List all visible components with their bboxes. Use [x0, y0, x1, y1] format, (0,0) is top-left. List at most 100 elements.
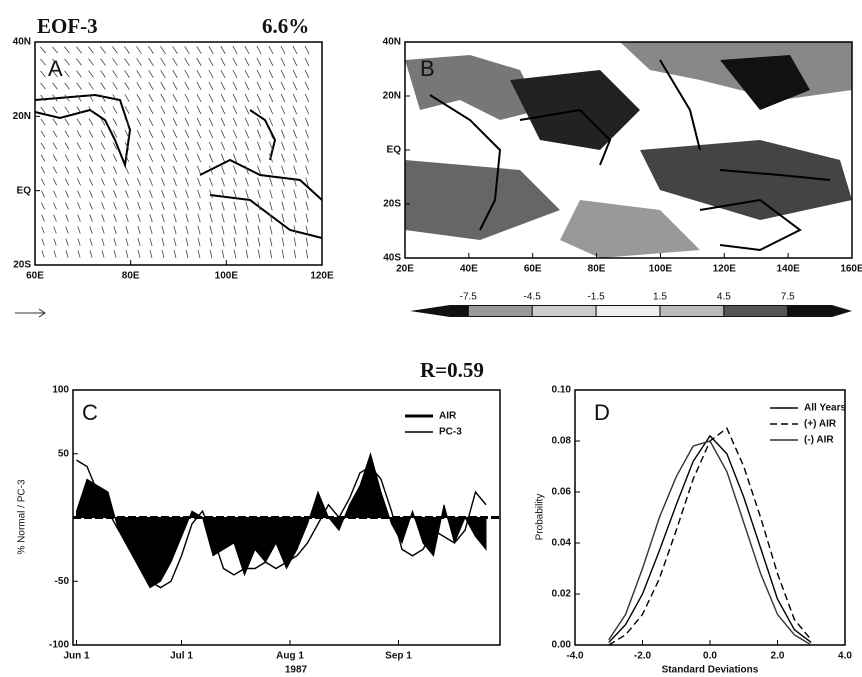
vector-arrow [89, 214, 93, 222]
vector-arrow [149, 201, 153, 211]
x-tick-label: Aug 1 [276, 651, 304, 662]
vector-arrow [136, 58, 142, 66]
vector-arrow [148, 165, 154, 175]
vector-arrow [137, 214, 141, 222]
vector-arrow [161, 201, 165, 211]
vector-arrow [197, 237, 201, 247]
vector-arrow [112, 118, 118, 126]
vector-arrow [136, 166, 142, 174]
x-tick-label: 120E [713, 264, 737, 275]
vector-arrow [124, 94, 130, 102]
vector-arrow [280, 129, 286, 139]
vector-arrow [77, 214, 81, 222]
vector-arrow [88, 118, 94, 126]
vector-arrow [233, 165, 237, 175]
vector-arrow [149, 177, 153, 187]
vector-arrow [88, 46, 94, 54]
vector-arrow [100, 130, 106, 138]
legend-label: (+) AIR [804, 419, 837, 430]
vector-arrow [244, 69, 250, 79]
chart-title: EOF-3 [37, 14, 98, 38]
vector-arrow [221, 225, 225, 235]
vector-arrow [269, 237, 273, 247]
vector-arrow [257, 237, 261, 247]
vector-arrow [124, 46, 130, 54]
vector-arrow [40, 166, 46, 174]
vector-arrow [52, 82, 58, 90]
vector-arrow [64, 46, 70, 54]
x-tick-label: 120E [310, 271, 334, 282]
vector-arrow [41, 202, 45, 210]
vector-arrow [197, 201, 201, 211]
vector-arrow [257, 189, 261, 199]
vector-arrow [52, 142, 58, 150]
vector-arrow [305, 189, 309, 199]
vector-arrow [185, 249, 189, 259]
vector-arrow [281, 165, 285, 175]
colorbar-label: -1.5 [587, 292, 605, 303]
vector-arrow [148, 141, 154, 151]
vector-arrow [76, 130, 82, 138]
vector-arrow [196, 69, 202, 79]
x-tick-label: 20E [396, 264, 414, 275]
vector-arrow [221, 213, 225, 223]
vector-arrow [124, 166, 130, 174]
vector-arrow [232, 141, 238, 151]
vector-arrow [76, 94, 82, 102]
vector-arrow [269, 213, 273, 223]
data-line [76, 459, 487, 589]
vector-arrow [184, 105, 190, 115]
vector-arrow [160, 57, 166, 67]
vector-arrow [257, 249, 261, 259]
vector-arrow [53, 250, 57, 258]
vector-arrow [137, 190, 141, 198]
vector-arrow [196, 105, 202, 115]
vector-arrow [161, 237, 165, 247]
vector-arrow [256, 141, 262, 151]
vector-arrow [269, 201, 273, 211]
y-tick-label: 100 [52, 385, 69, 396]
vector-arrow [40, 46, 46, 54]
vector-arrow [89, 226, 93, 234]
vector-arrow [305, 129, 309, 139]
vector-arrow [100, 70, 106, 78]
vector-arrow [232, 93, 238, 103]
vector-arrow [136, 46, 142, 54]
y-tick-label: 20N [383, 91, 401, 102]
vector-arrow [149, 189, 153, 199]
vector-arrow [197, 165, 201, 175]
vector-arrow [305, 225, 309, 235]
vector-arrow [233, 177, 237, 187]
x-tick-label: Jul 1 [170, 651, 193, 662]
vector-arrow [184, 117, 190, 127]
vector-arrow [65, 238, 69, 246]
vector-arrow [125, 202, 129, 210]
vector-arrow [112, 166, 118, 174]
vector-arrow [233, 225, 237, 235]
vector-arrow [257, 201, 261, 211]
vector-arrow [113, 202, 117, 210]
y-tick-label: 20N [13, 111, 31, 122]
y-tick-label: 50 [58, 448, 70, 459]
vector-arrow [124, 118, 130, 126]
vector-arrow [41, 214, 45, 222]
vector-arrow [112, 142, 118, 150]
vector-arrow [185, 177, 189, 187]
vector-arrow [281, 213, 285, 223]
vector-arrow [245, 153, 249, 163]
map-b-shading [405, 42, 852, 258]
vector-arrow [244, 141, 250, 151]
vector-arrow [88, 154, 94, 162]
vector-arrow [221, 249, 225, 259]
vector-arrow [221, 237, 225, 247]
vector-arrow [268, 45, 274, 55]
vector-arrow [148, 117, 154, 127]
vector-arrow [161, 189, 165, 199]
vector-arrow [88, 166, 94, 174]
vector-arrow [136, 118, 142, 126]
vector-arrow [160, 117, 166, 127]
vector-arrow [293, 165, 297, 175]
data-line [608, 434, 812, 644]
vector-arrow [245, 249, 249, 259]
vector-arrow [292, 45, 298, 55]
